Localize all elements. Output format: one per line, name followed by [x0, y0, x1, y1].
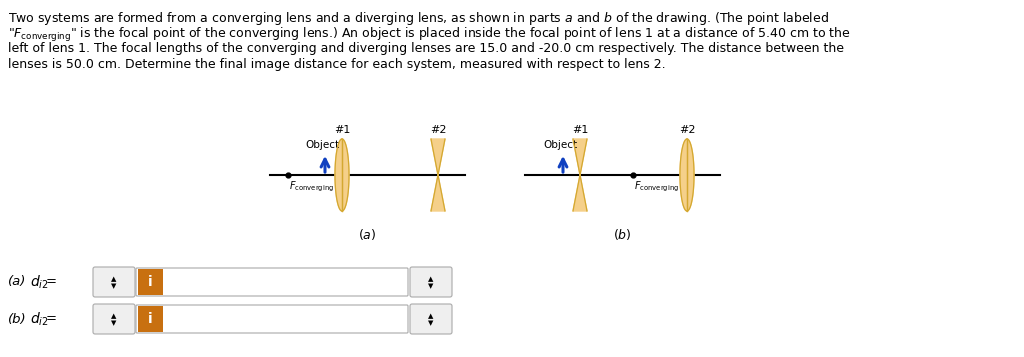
Text: =: =: [46, 312, 57, 326]
Text: "$F_{\mathrm{converging}}$" is the focal point of the converging lens.) An objec: "$F_{\mathrm{converging}}$" is the focal…: [8, 26, 851, 44]
FancyBboxPatch shape: [93, 304, 135, 334]
Text: ▲: ▲: [112, 313, 117, 319]
Bar: [138, 306, 163, 332]
Text: lenses is 50.0 cm. Determine the final image distance for each system, measured : lenses is 50.0 cm. Determine the final i…: [8, 58, 666, 71]
Text: $F_{\mathrm{converging}}$: $F_{\mathrm{converging}}$: [634, 180, 679, 195]
Text: =: =: [46, 276, 57, 288]
Text: #1: #1: [571, 125, 588, 135]
Text: #1: #1: [334, 125, 350, 135]
Text: $F_{\mathrm{converging}}$: $F_{\mathrm{converging}}$: [289, 180, 334, 195]
Text: left of lens 1. The focal lengths of the converging and diverging lenses are 15.: left of lens 1. The focal lengths of the…: [8, 42, 844, 55]
Polygon shape: [431, 139, 445, 211]
Text: ▼: ▼: [428, 320, 434, 326]
FancyBboxPatch shape: [410, 267, 452, 297]
Text: (b): (b): [8, 312, 27, 326]
Polygon shape: [335, 139, 349, 211]
FancyBboxPatch shape: [136, 305, 408, 333]
Polygon shape: [680, 139, 694, 211]
Text: Object: Object: [543, 140, 578, 150]
Text: i: i: [148, 275, 153, 289]
FancyBboxPatch shape: [136, 268, 408, 296]
Text: (a): (a): [8, 276, 27, 288]
Text: #2: #2: [679, 125, 695, 135]
Text: ▲: ▲: [428, 313, 434, 319]
Bar: [138, 269, 163, 295]
Text: ▼: ▼: [112, 283, 117, 289]
Text: $d_{i2}$: $d_{i2}$: [30, 273, 49, 291]
Polygon shape: [573, 139, 587, 211]
Text: #2: #2: [430, 125, 446, 135]
Text: ▲: ▲: [112, 276, 117, 282]
Text: ▼: ▼: [428, 283, 434, 289]
Text: $(a)$: $(a)$: [358, 227, 377, 242]
Text: Object: Object: [305, 140, 339, 150]
Text: ▼: ▼: [112, 320, 117, 326]
Text: Two systems are formed from a converging lens and a diverging lens, as shown in : Two systems are formed from a converging…: [8, 10, 829, 27]
Text: $(b)$: $(b)$: [613, 227, 632, 242]
Text: i: i: [148, 312, 153, 326]
Text: $d_{i2}$: $d_{i2}$: [30, 310, 49, 328]
FancyBboxPatch shape: [93, 267, 135, 297]
Text: ▲: ▲: [428, 276, 434, 282]
FancyBboxPatch shape: [410, 304, 452, 334]
